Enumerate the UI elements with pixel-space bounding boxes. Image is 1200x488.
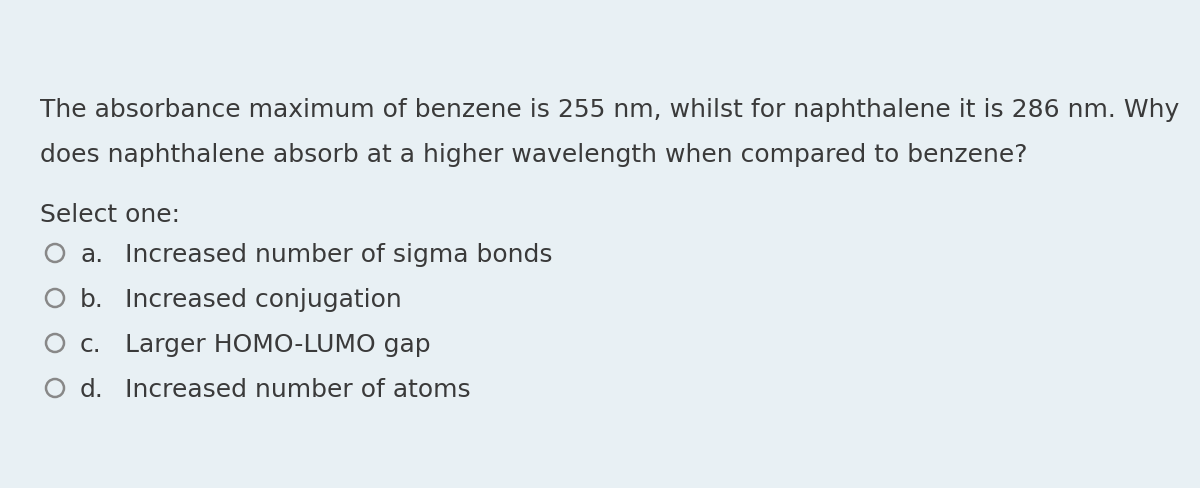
Text: b.: b. (80, 288, 104, 312)
Text: Select one:: Select one: (40, 203, 180, 227)
Text: c.: c. (80, 333, 102, 357)
Text: Increased number of sigma bonds: Increased number of sigma bonds (125, 243, 552, 267)
Text: a.: a. (80, 243, 103, 267)
Text: The absorbance maximum of benzene is 255 nm, whilst for naphthalene it is 286 nm: The absorbance maximum of benzene is 255… (40, 98, 1180, 122)
Text: does naphthalene absorb at a higher wavelength when compared to benzene?: does naphthalene absorb at a higher wave… (40, 143, 1027, 167)
Text: Larger HOMO-LUMO gap: Larger HOMO-LUMO gap (125, 333, 431, 357)
Text: Increased conjugation: Increased conjugation (125, 288, 402, 312)
Text: d.: d. (80, 378, 104, 402)
Text: Increased number of atoms: Increased number of atoms (125, 378, 470, 402)
